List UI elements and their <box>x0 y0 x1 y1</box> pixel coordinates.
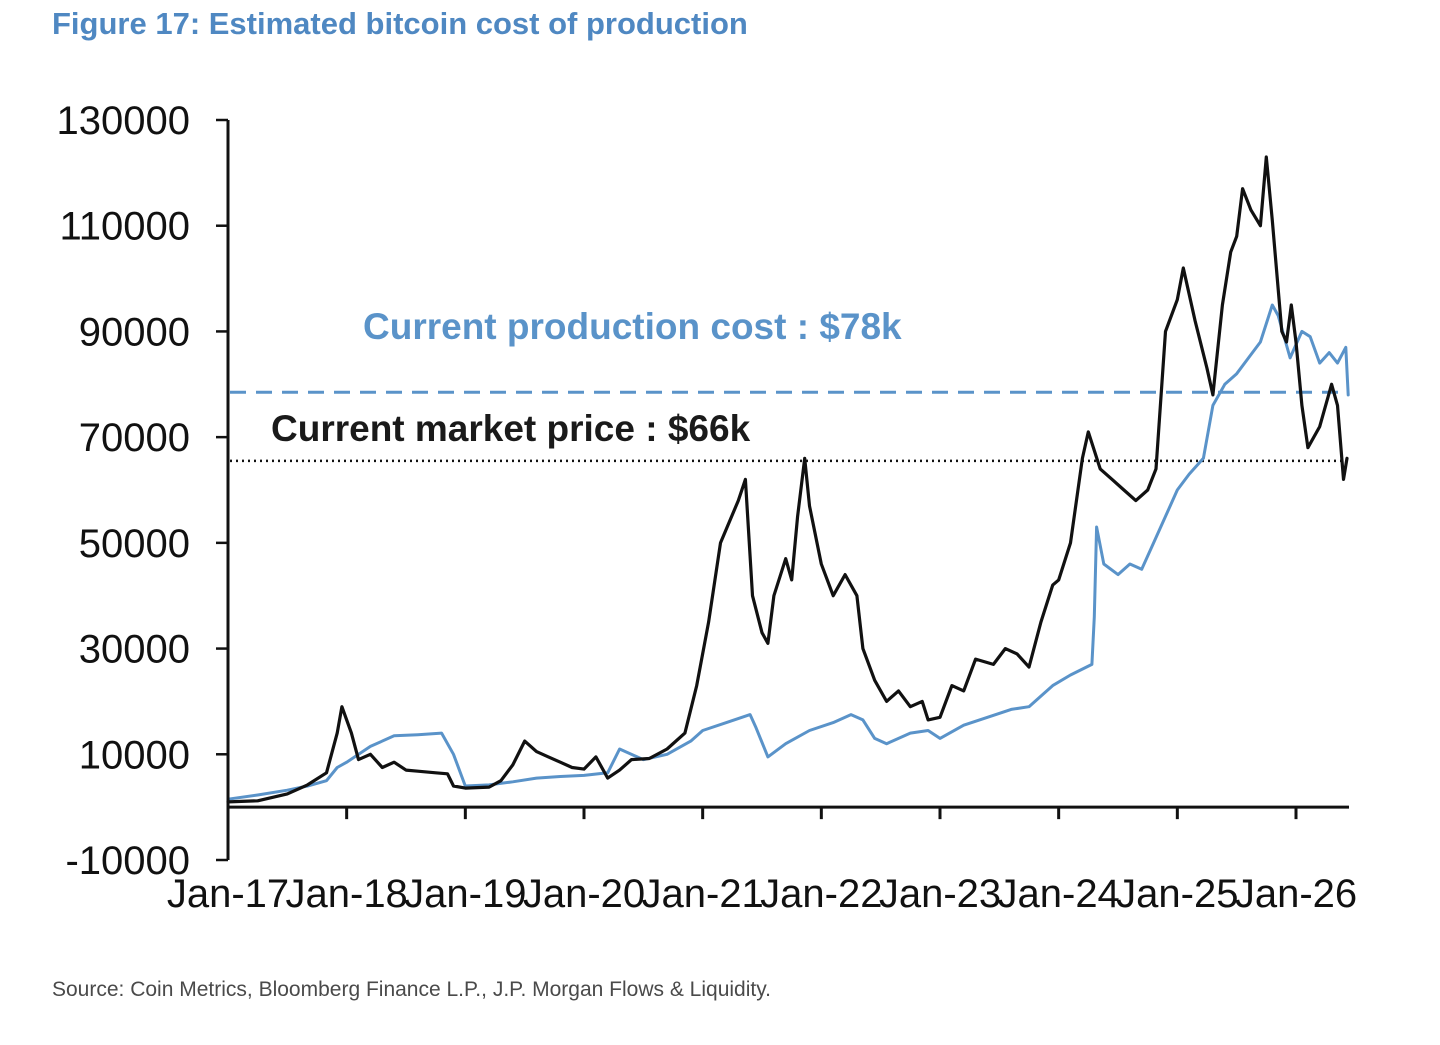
y-tick-label: 90000 <box>79 310 190 354</box>
x-tick-label: Jan-21 <box>642 872 764 916</box>
annotations: Current production cost : $78k Current m… <box>271 306 902 449</box>
y-tick-label: 30000 <box>79 628 190 672</box>
y-tick-label: 70000 <box>79 416 190 460</box>
series-lines <box>226 155 1350 804</box>
x-tick-label: Jan-26 <box>1235 872 1357 916</box>
x-tick-label: Jan-17 <box>167 872 289 916</box>
x-axis-ticks: Jan-17Jan-18Jan-19Jan-20Jan-21Jan-22Jan-… <box>167 807 1357 916</box>
x-tick-label: Jan-24 <box>998 872 1120 916</box>
y-tick-label: 10000 <box>79 733 190 777</box>
production-cost-annotation: Current production cost : $78k <box>363 306 902 347</box>
x-tick-label: Jan-25 <box>1116 872 1238 916</box>
y-axis-ticks: -10000 10000 30000 50000 70000 90000 110000 130… <box>57 99 228 883</box>
y-tick-label: 130000 <box>57 99 190 143</box>
source-note: Source: Coin Metrics, Bloomberg Finance … <box>52 978 771 1001</box>
production-cost-series-line <box>226 303 1350 801</box>
y-tick-label: 50000 <box>79 522 190 566</box>
x-tick-label: Jan-19 <box>404 872 526 916</box>
x-tick-label: Jan-20 <box>523 872 645 916</box>
y-tick-label: 110000 <box>59 205 190 249</box>
x-tick-label: Jan-18 <box>286 872 408 916</box>
axes <box>226 120 1349 860</box>
market-price-annotation: Current market price : $66k <box>271 408 751 449</box>
reference-lines <box>230 390 1349 463</box>
bitcoin-cost-chart: -10000 10000 30000 50000 70000 90000 110000 130… <box>57 99 1358 916</box>
y-tick-label: -10000 <box>65 839 190 883</box>
market-price-series-line <box>226 155 1349 804</box>
x-tick-label: Jan-22 <box>760 872 882 916</box>
x-tick-label: Jan-23 <box>879 872 1001 916</box>
figure-title: Figure 17: Estimated bitcoin cost of pro… <box>52 6 748 41</box>
